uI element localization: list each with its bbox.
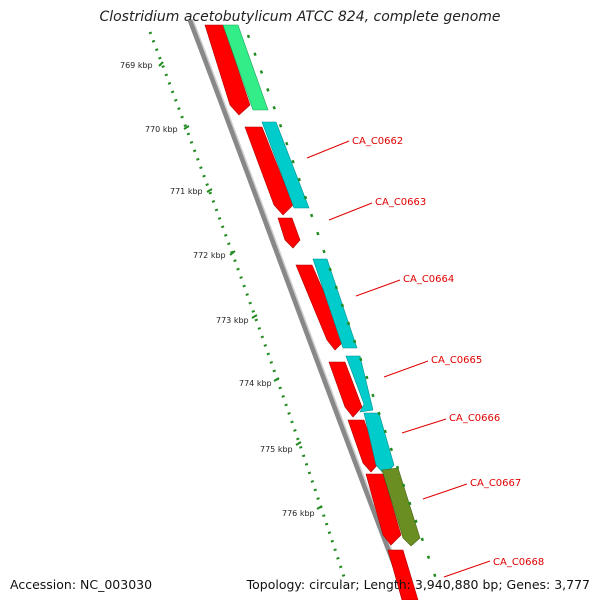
ruler-label: 769 kbp	[120, 61, 153, 70]
ruler-label: 770 kbp	[145, 125, 178, 134]
ruler-label: 771 kbp	[170, 187, 203, 196]
cds-feature[interactable]	[365, 473, 402, 546]
svg-text:CA_C0667: CA_C0667	[470, 478, 521, 489]
cds-feature[interactable]	[347, 419, 380, 473]
cds-feature-cyan[interactable]	[345, 355, 374, 413]
ruler-tick-776: 776 kbp	[282, 505, 323, 518]
ruler-tick-770: 770 kbp	[145, 125, 190, 134]
ruler-tick-775: 775 kbp	[260, 441, 302, 454]
ruler-label: 772 kbp	[193, 251, 226, 260]
cds-feature[interactable]	[328, 361, 363, 418]
ruler-tick-769: 769 kbp	[120, 61, 164, 70]
svg-text:CA_C0662: CA_C0662	[352, 136, 403, 147]
cds-feature[interactable]	[295, 264, 346, 351]
cds-feature-olive[interactable]	[381, 467, 421, 547]
ruler-dotted-line	[148, 31, 347, 581]
svg-text:CA_C0666: CA_C0666	[449, 413, 500, 424]
accession-text: Accession: NC_003030	[10, 577, 153, 592]
outer-tick-row	[246, 34, 442, 591]
ruler-label: 775 kbp	[260, 445, 293, 454]
ruler-tick-772: 772 kbp	[193, 250, 236, 260]
ruler-tick-773: 773 kbp	[216, 314, 258, 325]
genome-backbone	[187, 19, 411, 600]
ruler-label: 774 kbp	[239, 379, 272, 388]
cds-feature[interactable]	[277, 217, 301, 249]
cds-feature[interactable]	[204, 24, 251, 116]
ruler-tick-771: 771 kbp	[170, 187, 213, 196]
gene-label-CA_C0667[interactable]: CA_C0667	[422, 478, 521, 500]
svg-text:CA_C0663: CA_C0663	[375, 197, 426, 208]
gene-label-CA_C0662[interactable]: CA_C0662	[306, 136, 403, 159]
gene-label-CA_C0664[interactable]: CA_C0664	[355, 274, 454, 297]
gene-label-CA_C0663[interactable]: CA_C0663	[328, 197, 426, 221]
ruler-label: 776 kbp	[282, 509, 315, 518]
cds-feature[interactable]	[387, 549, 419, 600]
ruler-label: 773 kbp	[216, 316, 249, 325]
svg-text:CA_C0665: CA_C0665	[431, 355, 482, 366]
topology-text: Topology: circular; Length: 3,940,880 bp…	[246, 577, 590, 592]
cds-track-inner	[204, 24, 419, 600]
cds-feature[interactable]	[244, 126, 294, 216]
ruler-tick-774: 774 kbp	[239, 377, 280, 388]
gene-label-CA_C0665[interactable]: CA_C0665	[383, 355, 482, 378]
svg-text:CA_C0668: CA_C0668	[493, 557, 544, 568]
cds-track-outer	[222, 24, 421, 547]
gene-label-CA_C0668[interactable]: CA_C0668	[443, 557, 544, 578]
cds-feature-cyan[interactable]	[261, 121, 310, 209]
gene-label-CA_C0666[interactable]: CA_C0666	[401, 413, 500, 434]
svg-text:CA_C0664: CA_C0664	[403, 274, 454, 285]
cds-feature-cyan[interactable]	[312, 258, 358, 349]
cds-feature-green[interactable]	[222, 24, 269, 111]
map-title: Clostridium acetobutylicum ATCC 824, com…	[99, 9, 501, 25]
